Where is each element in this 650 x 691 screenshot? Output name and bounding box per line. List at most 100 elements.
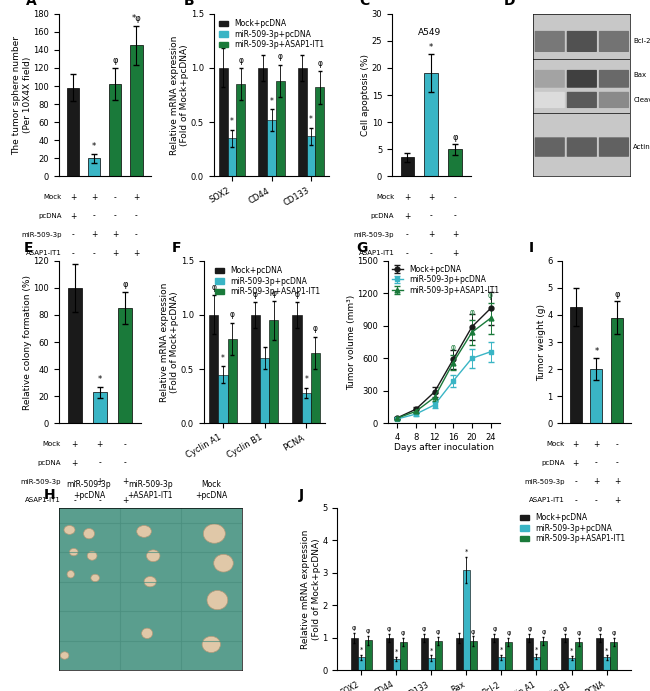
Bar: [350, 638, 358, 670]
Text: -: -: [114, 211, 117, 220]
Text: *: *: [92, 142, 96, 151]
Text: Mock: Mock: [376, 194, 395, 200]
Bar: [358, 657, 365, 670]
Text: +: +: [72, 459, 78, 468]
Text: φ: φ: [278, 53, 283, 61]
Text: -: -: [430, 249, 433, 258]
Bar: [603, 657, 610, 670]
Text: *: *: [430, 647, 433, 654]
Text: -: -: [616, 440, 618, 449]
Y-axis label: The tumor sphere number
(Per 10X4X field): The tumor sphere number (Per 10X4X field…: [12, 35, 31, 155]
FancyBboxPatch shape: [599, 31, 629, 52]
Text: H: H: [44, 489, 55, 502]
Text: *: *: [535, 647, 538, 653]
Text: -: -: [135, 230, 138, 239]
Bar: [260, 359, 269, 424]
Text: φ: φ: [122, 281, 127, 290]
Bar: [393, 659, 400, 670]
Text: pcDNA: pcDNA: [371, 213, 395, 219]
Text: *: *: [395, 649, 398, 655]
Bar: [570, 307, 582, 424]
Bar: [435, 641, 442, 670]
Text: +: +: [452, 249, 458, 258]
Bar: [596, 638, 603, 670]
Text: φ: φ: [541, 630, 545, 636]
Bar: [276, 81, 285, 176]
Text: miR-509-3p: miR-509-3p: [354, 231, 395, 238]
Text: *: *: [605, 647, 608, 654]
Bar: [498, 657, 505, 670]
Ellipse shape: [136, 526, 151, 538]
Text: *: *: [309, 115, 313, 124]
Text: pcDNA: pcDNA: [38, 460, 61, 466]
Text: -: -: [73, 477, 76, 486]
Bar: [400, 642, 407, 670]
Ellipse shape: [84, 529, 94, 539]
Bar: [540, 641, 547, 670]
Ellipse shape: [146, 550, 160, 562]
Y-axis label: Relative mRNA expression
(Fold of Mock+pcDNA): Relative mRNA expression (Fold of Mock+p…: [170, 35, 189, 155]
Text: I: I: [528, 241, 534, 255]
Text: φ: φ: [253, 290, 258, 299]
Text: +: +: [122, 496, 128, 505]
Bar: [456, 638, 463, 670]
Bar: [118, 308, 132, 424]
Text: -: -: [135, 211, 138, 220]
Text: pcDNA: pcDNA: [541, 460, 564, 466]
Text: φ: φ: [506, 630, 511, 636]
Bar: [298, 68, 307, 176]
Text: -: -: [93, 211, 96, 220]
Text: +: +: [72, 440, 78, 449]
Text: -: -: [99, 459, 101, 468]
Ellipse shape: [144, 576, 156, 587]
Text: +: +: [91, 230, 98, 239]
FancyBboxPatch shape: [599, 92, 629, 108]
Bar: [302, 393, 311, 424]
Bar: [109, 84, 122, 176]
Text: C: C: [359, 0, 369, 8]
Text: Mock: Mock: [546, 442, 564, 447]
Text: φ: φ: [471, 629, 476, 634]
Text: A549: A549: [418, 28, 441, 37]
Bar: [590, 369, 603, 424]
Text: +: +: [112, 230, 118, 239]
FancyBboxPatch shape: [567, 31, 597, 52]
Text: +: +: [97, 440, 103, 449]
Ellipse shape: [70, 549, 78, 556]
Ellipse shape: [207, 591, 228, 609]
Text: -: -: [124, 440, 126, 449]
Bar: [575, 642, 582, 670]
Text: -: -: [454, 193, 456, 202]
Ellipse shape: [91, 574, 99, 582]
Text: +: +: [614, 477, 620, 486]
Text: -: -: [575, 477, 577, 486]
Text: Bcl-2: Bcl-2: [633, 39, 650, 44]
Text: +: +: [70, 211, 77, 220]
Text: φ: φ: [488, 291, 493, 300]
Text: φ: φ: [614, 290, 620, 299]
Text: -: -: [99, 496, 101, 505]
FancyBboxPatch shape: [567, 138, 597, 157]
Text: φ: φ: [527, 626, 532, 632]
Bar: [505, 642, 512, 670]
Text: φ: φ: [313, 324, 318, 333]
Y-axis label: Relative colony formation (%): Relative colony formation (%): [23, 274, 32, 410]
Text: Mock
+pcDNA: Mock +pcDNA: [195, 480, 228, 500]
Bar: [218, 375, 227, 424]
Text: D: D: [504, 0, 515, 8]
FancyBboxPatch shape: [599, 138, 629, 157]
Text: φ: φ: [562, 626, 567, 632]
Bar: [610, 642, 617, 670]
Bar: [209, 315, 218, 424]
Text: +: +: [122, 477, 128, 486]
Text: φ: φ: [422, 626, 426, 632]
Text: +: +: [452, 230, 458, 239]
Text: *: *: [230, 117, 234, 126]
Y-axis label: Relative mRNA expression
(Fold of Mock+pcDNA): Relative mRNA expression (Fold of Mock+p…: [302, 529, 320, 649]
Text: ASAP1-IT1: ASAP1-IT1: [528, 498, 564, 504]
Text: +: +: [404, 193, 411, 202]
Bar: [470, 641, 477, 670]
Ellipse shape: [60, 652, 69, 659]
Text: A: A: [26, 0, 37, 8]
Bar: [88, 158, 100, 176]
